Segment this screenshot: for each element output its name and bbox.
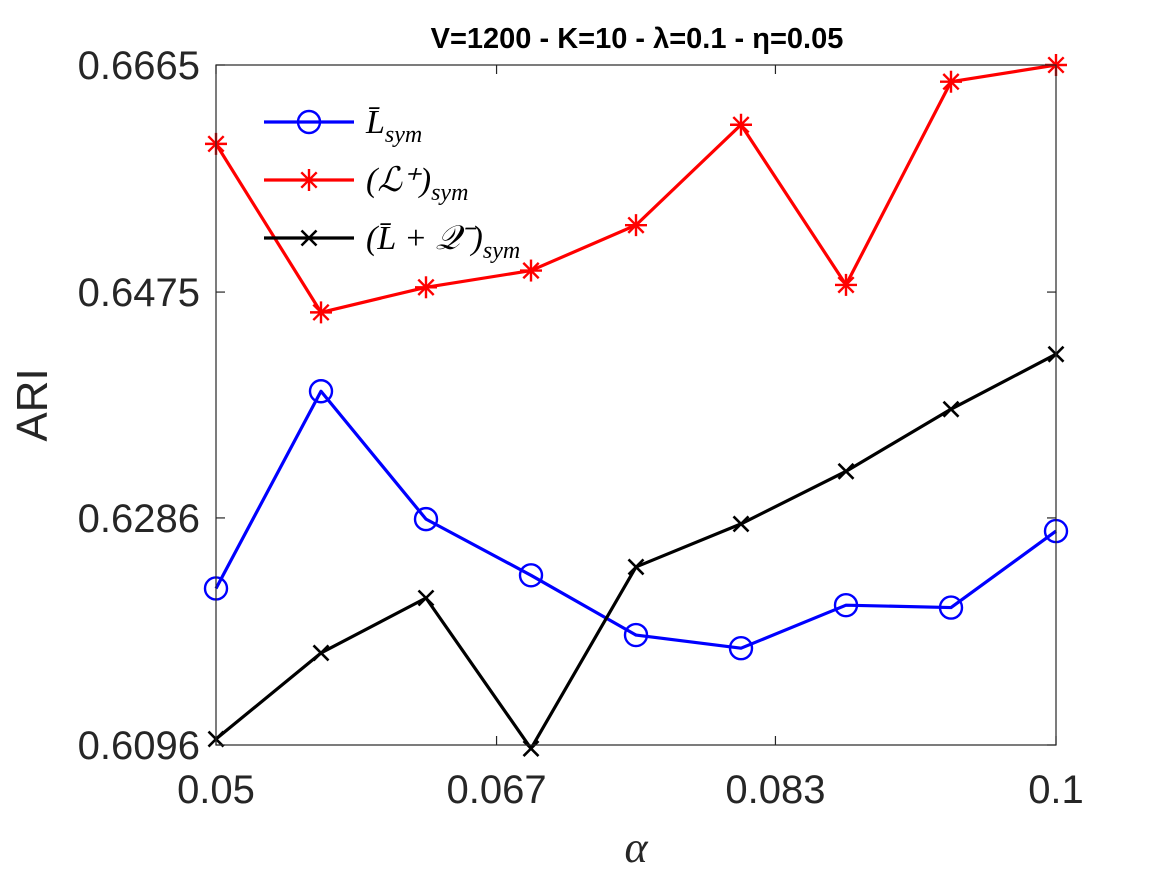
- data-point: [518, 563, 544, 588]
- marker-stroke: [417, 589, 435, 607]
- data-point: [938, 595, 964, 620]
- data-point: [728, 635, 754, 661]
- data-point: [623, 622, 649, 648]
- x-axis-label: α: [624, 823, 648, 872]
- legend-marker: [300, 229, 318, 247]
- legend-label-subscript: sym: [431, 180, 468, 206]
- marker-stroke: [312, 303, 330, 321]
- marker-stroke: [732, 116, 750, 134]
- legend-item: L̄sym: [264, 104, 422, 148]
- marker-stroke: [522, 262, 540, 280]
- series-circle: [203, 379, 1069, 661]
- marker-stroke: [732, 515, 750, 533]
- x-tick-label: 0.083: [725, 768, 825, 812]
- y-tick-label: 0.6665: [78, 44, 200, 88]
- marker-stroke: [942, 73, 960, 91]
- legend-label-main: (L̄ + 𝒬⁻): [366, 220, 483, 257]
- marker-stroke: [627, 216, 645, 234]
- marker-stroke: [300, 171, 318, 189]
- data-point: [732, 515, 750, 533]
- data-point: [627, 558, 645, 576]
- legend-label: (ℒ⁺)sym: [366, 162, 468, 206]
- series-star: [205, 54, 1067, 324]
- marker-stroke: [942, 400, 960, 418]
- data-point: [417, 589, 435, 607]
- legend-label-subscript: sym: [483, 238, 520, 264]
- chart-title: V=1200 - K=10 - λ=0.1 - η=0.05: [431, 23, 844, 55]
- legend-label-subscript: sym: [385, 122, 422, 148]
- data-point: [312, 644, 330, 662]
- y-tick-label: 0.6475: [78, 271, 200, 315]
- legend-item: (L̄ + 𝒬⁻)sym: [264, 220, 520, 264]
- marker-stroke: [837, 276, 855, 294]
- data-point: [942, 400, 960, 418]
- data-point: [520, 259, 542, 282]
- series-line: [214, 389, 1057, 650]
- tick-labels: 0.05 0.067 0.083 0.1 0.6096 0.6286 0.6475 0.666…: [78, 44, 1084, 812]
- data-point: [413, 506, 439, 532]
- marker-stroke: [627, 558, 645, 576]
- series-lines: [203, 54, 1069, 758]
- legend-label-main: (ℒ⁺): [366, 162, 431, 199]
- legend-label: L̄sym: [365, 104, 422, 148]
- data-point: [522, 740, 540, 758]
- legend-marker: [298, 169, 320, 191]
- data-point: [730, 113, 752, 136]
- legend: L̄sym(ℒ⁺)sym(L̄ + 𝒬⁻)sym: [264, 104, 520, 264]
- legend-label-main: L̄: [365, 104, 385, 141]
- data-point: [308, 379, 334, 404]
- data-point: [833, 592, 859, 618]
- data-point: [415, 276, 437, 299]
- x-tick-label: 0.1: [1028, 768, 1084, 812]
- marker-stroke: [300, 229, 318, 247]
- x-tick-label: 0.05: [177, 768, 255, 812]
- y-axis-label: ARI: [8, 368, 57, 441]
- data-point: [837, 462, 855, 480]
- plot-frame: [215, 64, 1057, 746]
- legend-label: (L̄ + 𝒬⁻)sym: [366, 220, 520, 264]
- y-tick-label: 0.6286: [78, 497, 200, 541]
- marker-stroke: [837, 462, 855, 480]
- data-point: [625, 214, 647, 237]
- marker-stroke: [312, 644, 330, 662]
- x-tick-label: 0.067: [447, 768, 547, 812]
- legend-item: (ℒ⁺)sym: [264, 162, 468, 206]
- data-point: [835, 273, 857, 296]
- marker-stroke: [522, 740, 540, 758]
- marker-stroke: [417, 278, 435, 296]
- y-tick-label: 0.6096: [78, 724, 200, 768]
- data-point: [940, 70, 962, 93]
- data-point: [310, 301, 332, 324]
- legend-marker: [296, 109, 322, 135]
